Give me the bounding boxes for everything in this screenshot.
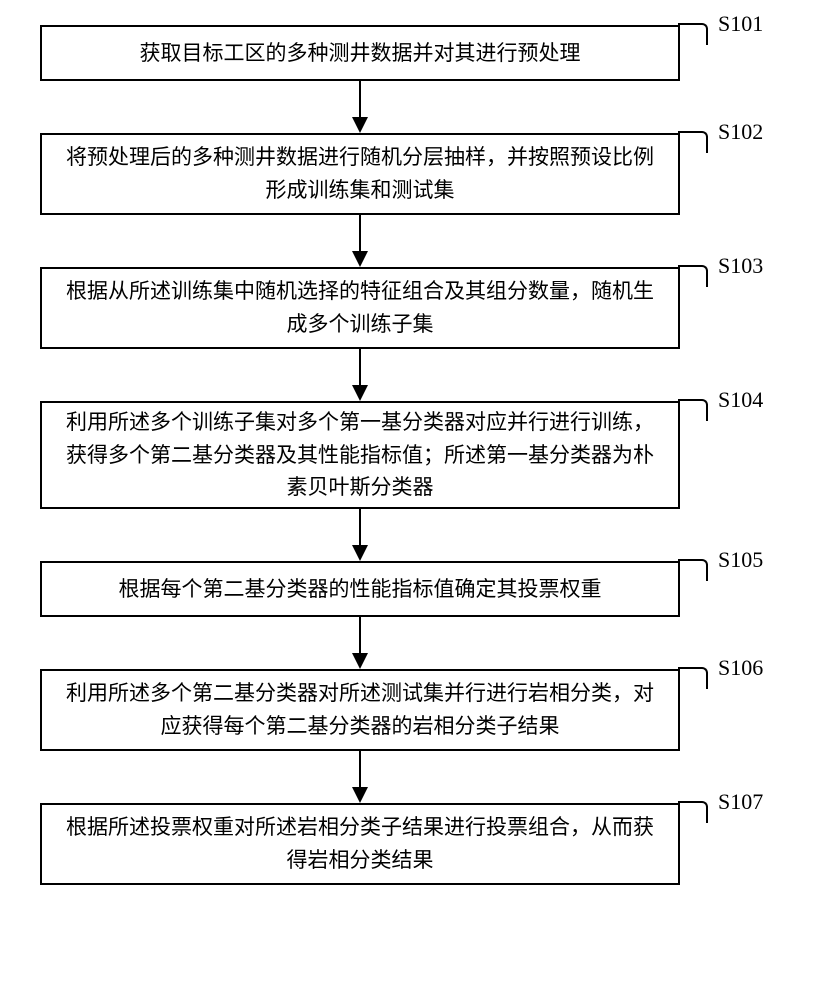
arrow-head-icon (352, 117, 368, 133)
flow-step: 将预处理后的多种测井数据进行随机分层抽样，并按照预设比例形成训练集和测试集 S1… (40, 133, 780, 215)
flow-step: 获取目标工区的多种测井数据并对其进行预处理 S101 (40, 25, 780, 81)
step-label: S103 (718, 253, 763, 279)
label-connector (678, 23, 708, 45)
flow-step: 根据每个第二基分类器的性能指标值确定其投票权重 S105 (40, 561, 780, 617)
flow-step: 利用所述多个第二基分类器对所述测试集并行进行岩相分类，对应获得每个第二基分类器的… (40, 669, 780, 751)
arrow-head-icon (352, 385, 368, 401)
step-label: S102 (718, 119, 763, 145)
arrow-line (359, 215, 361, 253)
step-text: 利用所述多个训练子集对多个第一基分类器对应并行进行训练，获得多个第二基分类器及其… (62, 406, 658, 504)
arrow-line (359, 751, 361, 789)
flow-arrow (40, 81, 680, 133)
step-text: 根据所述投票权重对所述岩相分类子结果进行投票组合，从而获得岩相分类结果 (62, 811, 658, 876)
arrow-line (359, 617, 361, 655)
step-box: 根据从所述训练集中随机选择的特征组合及其组分数量，随机生成多个训练子集 (40, 267, 680, 349)
step-box: 根据每个第二基分类器的性能指标值确定其投票权重 (40, 561, 680, 617)
step-box: 获取目标工区的多种测井数据并对其进行预处理 (40, 25, 680, 81)
flow-arrow (40, 617, 680, 669)
label-connector (678, 131, 708, 153)
step-box: 利用所述多个第二基分类器对所述测试集并行进行岩相分类，对应获得每个第二基分类器的… (40, 669, 680, 751)
step-text: 将预处理后的多种测井数据进行随机分层抽样，并按照预设比例形成训练集和测试集 (62, 141, 658, 206)
label-connector (678, 801, 708, 823)
label-connector (678, 265, 708, 287)
flow-arrow (40, 215, 680, 267)
step-text: 获取目标工区的多种测井数据并对其进行预处理 (140, 37, 581, 70)
label-connector (678, 559, 708, 581)
step-box: 利用所述多个训练子集对多个第一基分类器对应并行进行训练，获得多个第二基分类器及其… (40, 401, 680, 509)
step-text: 根据每个第二基分类器的性能指标值确定其投票权重 (119, 573, 602, 606)
arrow-head-icon (352, 653, 368, 669)
flow-arrow (40, 349, 680, 401)
flow-arrow (40, 751, 680, 803)
label-connector (678, 667, 708, 689)
step-label: S104 (718, 387, 763, 413)
arrow-line (359, 349, 361, 387)
arrow-line (359, 509, 361, 547)
arrow-line (359, 81, 361, 119)
step-label: S107 (718, 789, 763, 815)
arrow-head-icon (352, 251, 368, 267)
step-box: 将预处理后的多种测井数据进行随机分层抽样，并按照预设比例形成训练集和测试集 (40, 133, 680, 215)
flow-step: 利用所述多个训练子集对多个第一基分类器对应并行进行训练，获得多个第二基分类器及其… (40, 401, 780, 509)
label-connector (678, 399, 708, 421)
step-label: S105 (718, 547, 763, 573)
step-label: S101 (718, 11, 763, 37)
flowchart-container: 获取目标工区的多种测井数据并对其进行预处理 S101 将预处理后的多种测井数据进… (40, 25, 780, 885)
arrow-head-icon (352, 545, 368, 561)
step-text: 根据从所述训练集中随机选择的特征组合及其组分数量，随机生成多个训练子集 (62, 275, 658, 340)
flow-step: 根据从所述训练集中随机选择的特征组合及其组分数量，随机生成多个训练子集 S103 (40, 267, 780, 349)
flow-step: 根据所述投票权重对所述岩相分类子结果进行投票组合，从而获得岩相分类结果 S107 (40, 803, 780, 885)
step-box: 根据所述投票权重对所述岩相分类子结果进行投票组合，从而获得岩相分类结果 (40, 803, 680, 885)
flow-arrow (40, 509, 680, 561)
arrow-head-icon (352, 787, 368, 803)
step-text: 利用所述多个第二基分类器对所述测试集并行进行岩相分类，对应获得每个第二基分类器的… (62, 677, 658, 742)
step-label: S106 (718, 655, 763, 681)
